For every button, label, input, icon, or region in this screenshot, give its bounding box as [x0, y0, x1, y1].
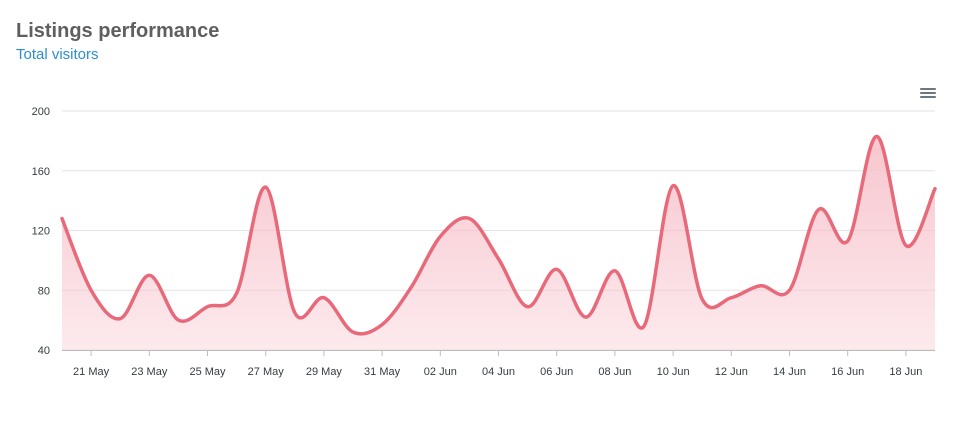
x-tick-label: 08 Jun [598, 366, 631, 378]
data-point [526, 305, 530, 309]
y-tick-label: 40 [38, 345, 50, 357]
data-point [118, 317, 122, 321]
data-point [206, 305, 210, 309]
data-point [409, 285, 413, 289]
data-point [933, 187, 937, 191]
x-tick-label: 04 Jun [482, 366, 515, 378]
x-tick-label: 12 Jun [715, 366, 748, 378]
data-point [758, 284, 762, 288]
data-point [293, 311, 297, 315]
series-line [60, 134, 937, 336]
data-point [642, 324, 646, 328]
data-point [467, 217, 471, 221]
x-tick-label: 27 May [248, 366, 285, 378]
data-point [700, 297, 704, 301]
y-tick-label: 80 [38, 285, 50, 297]
data-point [613, 269, 617, 273]
y-tick-label: 160 [32, 166, 50, 178]
x-tick-label: 10 Jun [657, 366, 690, 378]
x-tick-label: 21 May [73, 366, 110, 378]
data-point [555, 267, 559, 271]
data-point [235, 291, 239, 295]
data-point [60, 217, 64, 221]
data-point [671, 184, 675, 188]
hamburger-menu-icon[interactable] [918, 86, 938, 102]
x-tick-label: 25 May [189, 366, 226, 378]
x-tick-label: 02 Jun [424, 366, 457, 378]
data-point [147, 273, 151, 277]
x-tick-label: 23 May [131, 366, 168, 378]
data-point [322, 296, 326, 300]
data-point [264, 185, 268, 189]
data-point [817, 208, 821, 212]
data-point [351, 330, 355, 334]
chart-title: Listings performance [16, 20, 220, 42]
data-point [729, 296, 733, 300]
x-tick-label: 29 May [306, 366, 343, 378]
chart-subtitle: Total visitors [16, 46, 99, 63]
y-tick-label: 200 [32, 106, 50, 118]
data-point [380, 323, 384, 327]
y-tick-label: 120 [32, 226, 50, 238]
x-tick-label: 16 Jun [831, 366, 864, 378]
x-tick-label: 14 Jun [773, 366, 806, 378]
x-tick-label: 06 Jun [540, 366, 573, 378]
data-point [438, 234, 442, 238]
data-point [904, 243, 908, 247]
data-point [875, 134, 879, 138]
x-tick-label: 18 Jun [889, 366, 922, 378]
series-area [62, 136, 935, 350]
data-point [176, 318, 180, 322]
data-point [788, 288, 792, 292]
x-tick-label: 31 May [364, 366, 401, 378]
data-point [497, 257, 501, 261]
data-point [584, 315, 588, 319]
chart-header: Listings performance Total visitors [16, 18, 219, 64]
data-point [846, 239, 850, 243]
data-point [89, 288, 93, 292]
